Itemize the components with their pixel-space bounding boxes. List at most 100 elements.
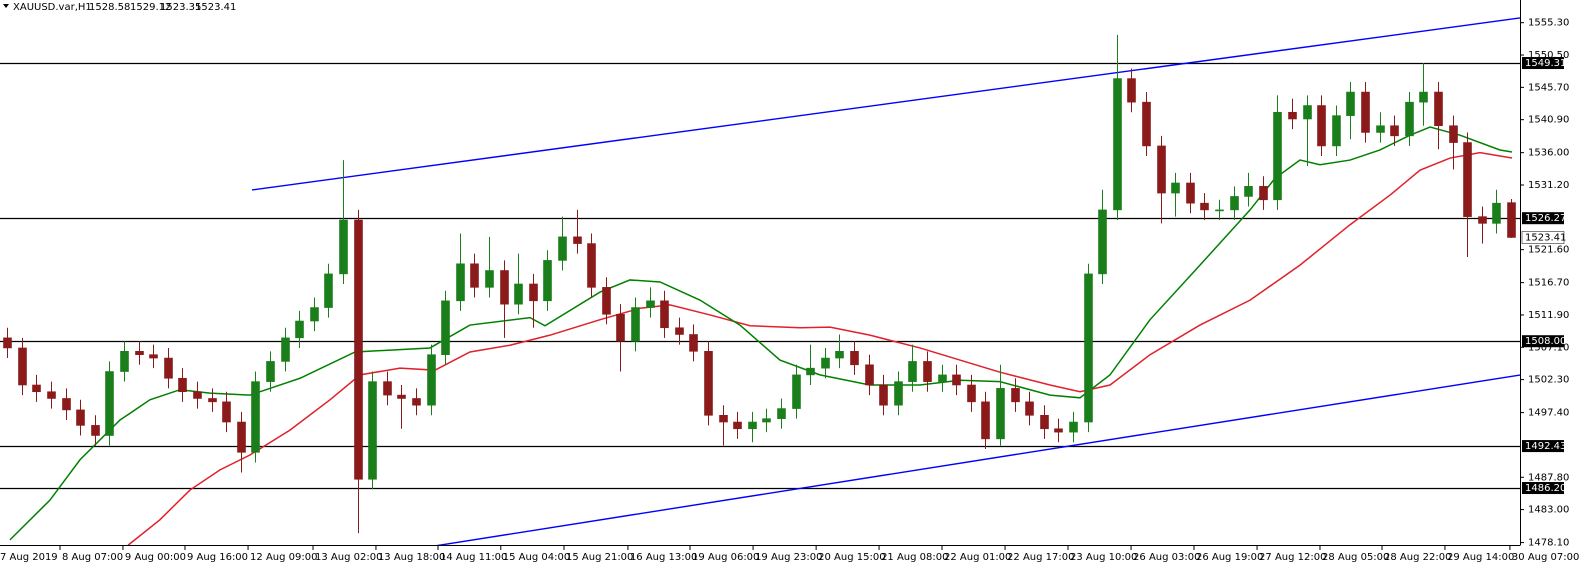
- candle-body: [135, 351, 144, 355]
- candle-body: [456, 263, 465, 302]
- candle-body: [1419, 91, 1428, 103]
- candle-body: [1011, 388, 1020, 403]
- candle-body: [704, 351, 713, 416]
- header-low: 1523.35: [160, 2, 201, 13]
- current-price-label: 1523.41: [1525, 232, 1566, 243]
- candle-body: [383, 381, 392, 396]
- x-tick-label: 19 Aug 23:00: [755, 552, 822, 563]
- candle-body: [602, 287, 611, 315]
- candle-body: [441, 300, 450, 355]
- candle-body: [675, 327, 684, 335]
- x-tick-label: 22 Aug 01:00: [944, 552, 1011, 563]
- candle-body: [1317, 105, 1326, 147]
- y-tick-label: 1511.90: [1528, 310, 1569, 321]
- candle-body: [529, 283, 538, 302]
- candle-body: [1449, 125, 1458, 143]
- level-label-box: [1522, 482, 1564, 495]
- candle-body: [1069, 421, 1078, 433]
- x-tick-label: 8 Aug 07:00: [62, 552, 123, 563]
- candle-body: [149, 354, 158, 359]
- candle-body: [485, 270, 494, 288]
- candle-body: [251, 381, 260, 453]
- candle-body: [1025, 401, 1034, 416]
- candle-body: [47, 391, 56, 399]
- candle-body: [1054, 428, 1063, 433]
- candle-body: [514, 283, 523, 305]
- candle-body: [616, 313, 625, 342]
- plot-area: [0, 17, 1520, 545]
- x-tick-label: 9 Aug 16:00: [187, 552, 248, 563]
- moving-average-fast: [9, 126, 1513, 541]
- candle-body: [894, 381, 903, 406]
- y-tick-label: 1545.70: [1528, 82, 1569, 93]
- candle-body: [1171, 182, 1180, 194]
- y-tick-label: 1550.50: [1528, 50, 1569, 61]
- candle-body: [1492, 202, 1501, 224]
- candle-body: [865, 364, 874, 386]
- moving-average-slow: [127, 151, 1513, 545]
- y-tick-label: 1487.80: [1528, 472, 1569, 483]
- x-tick-label: 26 Aug 19:00: [1196, 552, 1263, 563]
- x-tick-label: 28 Aug 22:00: [1384, 552, 1451, 563]
- candle-body: [646, 300, 655, 308]
- y-tick-label: 1478.10: [1528, 538, 1569, 549]
- candle-body: [1040, 414, 1049, 430]
- candle-body: [1113, 78, 1122, 211]
- x-tick-label: 28 Aug 05:00: [1322, 552, 1389, 563]
- y-tick-label: 1502.30: [1528, 375, 1569, 386]
- candle-body: [938, 374, 947, 382]
- candle-body: [1303, 105, 1312, 120]
- level-label-box: [1522, 57, 1564, 70]
- candle-body: [281, 337, 290, 362]
- candle-body: [879, 384, 888, 406]
- y-tick-label: 1540.90: [1528, 115, 1569, 126]
- x-tick-label: 23 Aug 10:00: [1070, 552, 1137, 563]
- candle-body: [587, 243, 596, 288]
- candle-body: [1288, 111, 1297, 120]
- candle-body: [164, 357, 173, 379]
- level-label: 1526.27: [1525, 213, 1566, 224]
- candle-body: [733, 421, 742, 430]
- x-tick-label: 27 Aug 12:00: [1259, 552, 1326, 563]
- current-price-box: [1521, 231, 1565, 244]
- candle-body: [32, 384, 41, 393]
- symbol-title: XAUUSD.var,H1: [13, 2, 92, 13]
- candle-body: [1463, 142, 1472, 217]
- candle-body: [1186, 182, 1195, 204]
- header: XAUUSD.var,H1 1528.58 1529.12 1523.35 15…: [3, 2, 236, 13]
- y-tick-label: 1536.00: [1528, 148, 1569, 159]
- candle-body: [1244, 186, 1253, 197]
- candle-body: [91, 425, 100, 436]
- candle-body: [76, 409, 85, 426]
- x-tick-label: 21 Aug 08:00: [881, 552, 948, 563]
- candle-body: [105, 371, 114, 436]
- candle-body: [500, 270, 509, 305]
- candle-body: [324, 273, 333, 308]
- candle-body: [981, 401, 990, 440]
- y-tick-label: 1521.60: [1528, 245, 1569, 256]
- candle-body: [62, 398, 71, 411]
- candle-body: [908, 361, 917, 382]
- candle-body: [821, 357, 830, 369]
- candle-body: [178, 377, 187, 393]
- x-tick-label: 26 Aug 03:00: [1133, 552, 1200, 563]
- candle-body: [748, 421, 757, 430]
- candle-body: [543, 260, 552, 302]
- level-label: 1492.43: [1525, 441, 1566, 452]
- candle-body: [660, 300, 669, 329]
- level-label: 1486.20: [1525, 483, 1566, 494]
- candle-body: [1405, 101, 1414, 137]
- axes: [0, 0, 1521, 546]
- x-tick-label: 13 Aug 02:00: [315, 552, 382, 563]
- level-label-box: [1522, 212, 1564, 225]
- level-label-box: [1522, 335, 1564, 348]
- candle-body: [689, 334, 698, 352]
- candle-body: [1434, 91, 1443, 127]
- candle-body: [397, 394, 406, 399]
- level-label-box: [1522, 440, 1564, 453]
- candle-body: [193, 391, 202, 399]
- candle-body: [952, 374, 961, 386]
- candle-body: [1127, 78, 1136, 103]
